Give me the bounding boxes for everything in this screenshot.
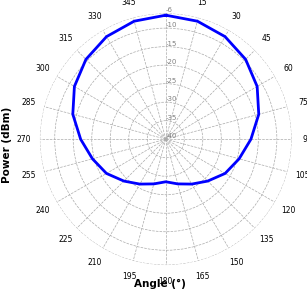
Text: Power (dBm): Power (dBm) [2,107,12,183]
Text: Angle (°): Angle (°) [134,278,185,289]
